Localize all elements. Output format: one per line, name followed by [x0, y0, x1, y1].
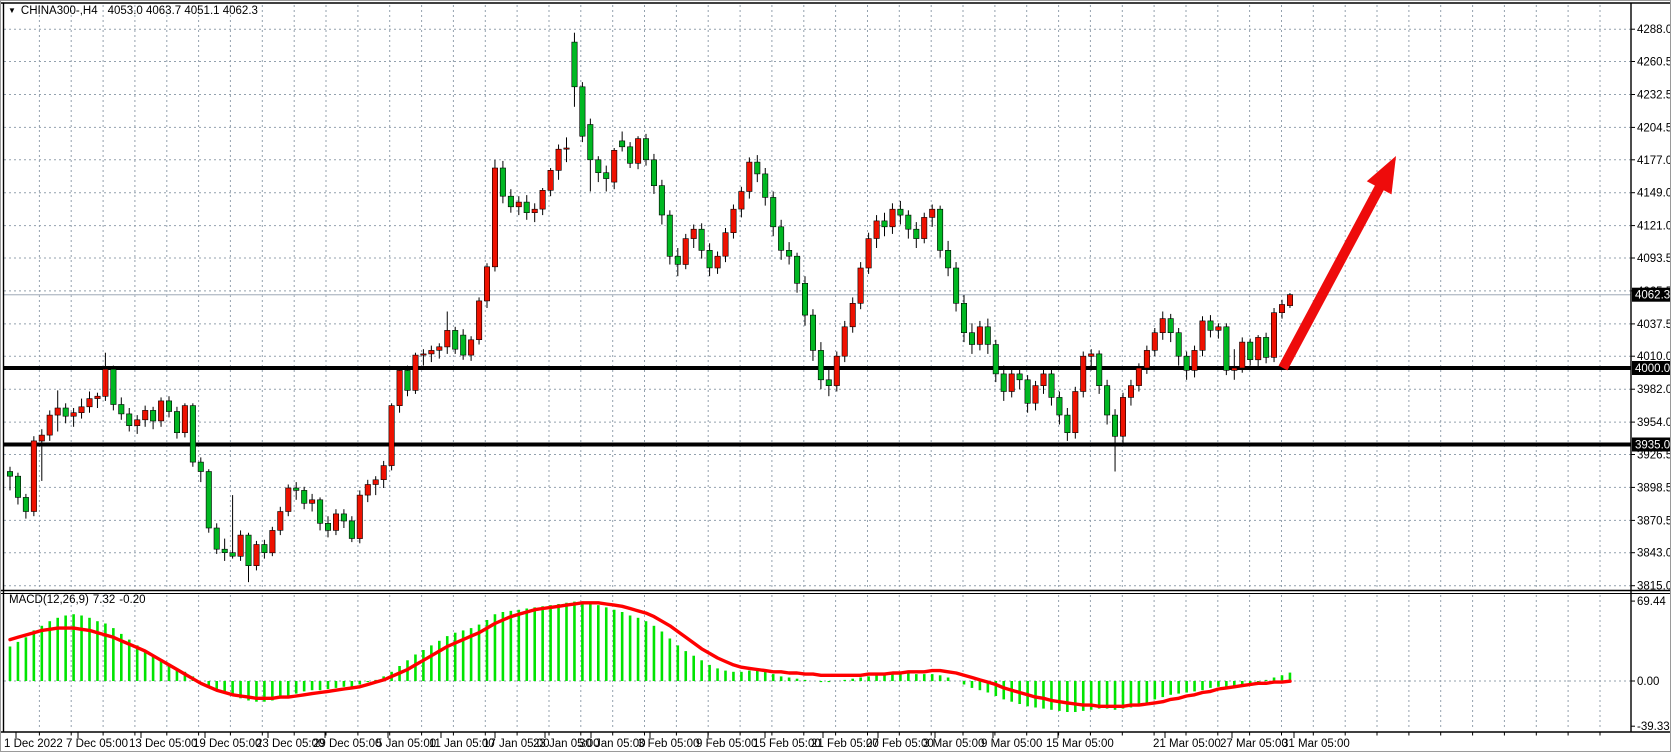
svg-text:15 Mar 05:00: 15 Mar 05:00: [1046, 738, 1114, 750]
chart-symbol-period: CHINA300-,H4: [20, 5, 98, 17]
svg-text:4232.5: 4232.5: [1637, 90, 1671, 102]
svg-text:4093.5: 4093.5: [1637, 253, 1671, 265]
candles-series: [7, 32, 1294, 583]
svg-text:4177.0: 4177.0: [1637, 155, 1671, 167]
macd-signal-value: -0.20: [119, 594, 146, 606]
svg-text:4121.0: 4121.0: [1637, 221, 1671, 233]
svg-text:13 Dec 05:00: 13 Dec 05:00: [129, 738, 197, 750]
svg-text:19 Dec 05:00: 19 Dec 05:00: [193, 738, 261, 750]
svg-text:4149.0: 4149.0: [1637, 188, 1671, 200]
macd-histogram-series: [8, 601, 1292, 712]
svg-text:30 Jan 05:00: 30 Jan 05:00: [579, 738, 646, 750]
macd-axis[interactable]: 69.44 0.00 -39.33: [1631, 596, 1670, 733]
svg-text:21 Feb 05:00: 21 Feb 05:00: [811, 738, 879, 750]
price-axis[interactable]: 4288.0 4260.5 4232.5 4204.5 4177.0 4149.0 4121…: [1631, 24, 1671, 593]
svg-text:3870.5: 3870.5: [1637, 515, 1671, 527]
svg-text:69.44: 69.44: [1637, 596, 1666, 608]
svg-text:23 Jan 05:00: 23 Jan 05:00: [533, 738, 600, 750]
chart-ohlc-values: 4053.0 4063.7 4051.1 4062.3: [107, 5, 258, 17]
chart-title-bar: ▼ CHINA300-,H4 4053.0 4063.7 4051.1 4062.3: [8, 4, 258, 18]
svg-text:17 Jan 05:00: 17 Jan 05:00: [483, 738, 550, 750]
svg-text:3926.5: 3926.5: [1637, 450, 1671, 462]
svg-text:29 Dec 05:00: 29 Dec 05:00: [313, 738, 381, 750]
symbol-dropdown-icon[interactable]: ▼: [8, 6, 16, 15]
svg-text:11 Jan 05:00: 11 Jan 05:00: [429, 738, 495, 750]
trend-arrow[interactable]: [1278, 156, 1396, 371]
svg-text:3843.0: 3843.0: [1637, 548, 1671, 560]
svg-text:4062.3: 4062.3: [1635, 290, 1670, 302]
svg-text:1 Dec 2022: 1 Dec 2022: [4, 738, 63, 750]
svg-text:3982.0: 3982.0: [1637, 384, 1671, 396]
svg-text:3815.0: 3815.0: [1637, 581, 1671, 593]
macd-value: 7.32: [92, 594, 116, 606]
svg-text:15 Feb 05:00: 15 Feb 05:00: [753, 738, 821, 750]
pane-borders: [1, 2, 1670, 733]
macd-name: MACD(12,26,9): [9, 594, 89, 606]
svg-text:3 Feb 05:00: 3 Feb 05:00: [638, 738, 699, 750]
svg-text:27 Feb 05:00: 27 Feb 05:00: [866, 738, 934, 750]
svg-text:3 Mar 05:00: 3 Mar 05:00: [923, 738, 984, 750]
svg-text:7 Dec 05:00: 7 Dec 05:00: [66, 738, 128, 750]
svg-text:4204.5: 4204.5: [1637, 122, 1671, 134]
macd-indicator-label: MACD(12,26,9) 7.32 -0.20: [9, 593, 150, 607]
svg-text:27 Mar 05:00: 27 Mar 05:00: [1220, 738, 1288, 750]
svg-text:31 Mar 05:00: 31 Mar 05:00: [1282, 738, 1350, 750]
svg-text:23 Dec 05:00: 23 Dec 05:00: [256, 738, 324, 750]
svg-text:-39.33: -39.33: [1637, 721, 1670, 733]
support-price-badge: 3935.0: [1632, 437, 1670, 452]
svg-text:3898.5: 3898.5: [1637, 482, 1671, 494]
svg-text:3954.0: 3954.0: [1637, 417, 1671, 429]
current-price-badge: 4062.3: [1632, 287, 1670, 302]
svg-text:21 Mar 05:00: 21 Mar 05:00: [1153, 738, 1221, 750]
svg-text:9 Mar 05:00: 9 Mar 05:00: [981, 738, 1042, 750]
svg-text:0.00: 0.00: [1637, 676, 1659, 688]
svg-text:4000.0: 4000.0: [1635, 363, 1670, 375]
svg-text:4288.0: 4288.0: [1637, 24, 1671, 36]
svg-text:3935.0: 3935.0: [1635, 440, 1670, 452]
svg-text:9 Feb 05:00: 9 Feb 05:00: [696, 738, 757, 750]
resistance-price-badge: 4000.0: [1632, 361, 1670, 375]
svg-text:5 Jan 05:00: 5 Jan 05:00: [376, 738, 436, 750]
macd-signal-line: [8, 601, 1292, 708]
svg-text:4010.0: 4010.0: [1637, 351, 1671, 363]
svg-text:4037.5: 4037.5: [1637, 319, 1671, 331]
svg-text:4260.5: 4260.5: [1637, 57, 1671, 69]
